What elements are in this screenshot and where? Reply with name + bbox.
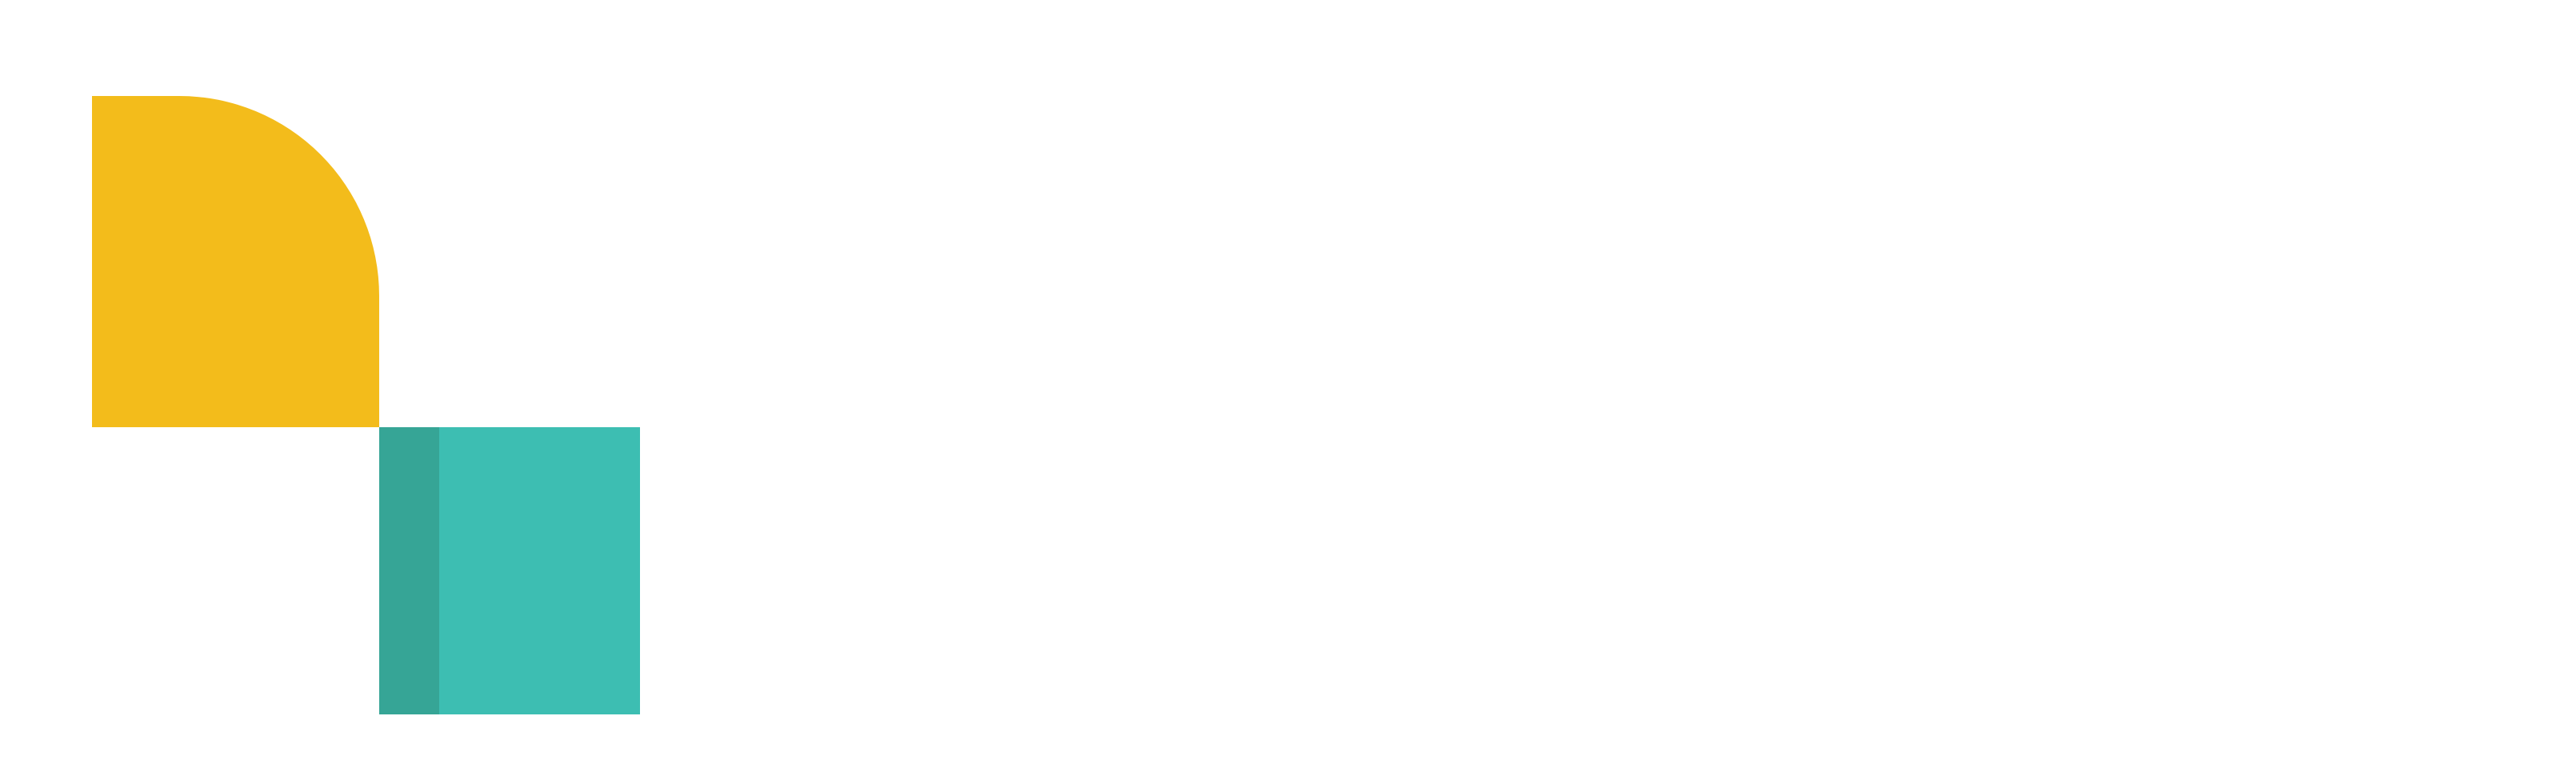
- logo-yellow-shape: [92, 96, 379, 427]
- logo-teal-dark-strip: [379, 427, 439, 714]
